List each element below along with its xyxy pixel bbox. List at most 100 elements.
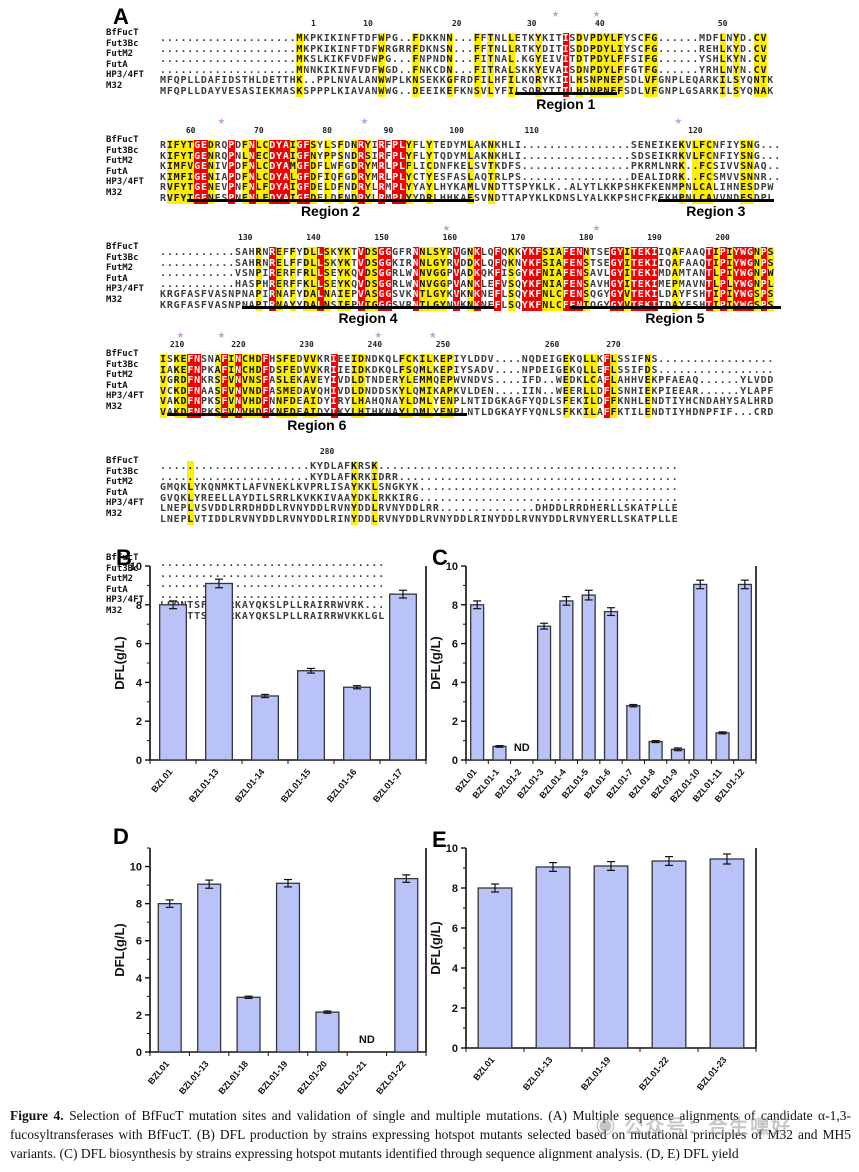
y-tick-label: 2: [136, 1010, 142, 1022]
sequence-name: FutM2: [106, 477, 134, 487]
alignment-row: HP3/4FT MFQPLLDAFIDSTHLDETTHK..PPLNVALANW…: [106, 70, 775, 86]
alignment-row: Fut3Bc ...........SAHRNRELFFDLLSKYKTVDSGG…: [106, 252, 775, 269]
alignment-row: BfFucT ISKEFNSNAFINCHDFHSFEDVVKRIEEIDNDKQ…: [106, 349, 775, 365]
sequence-name: Fut3Bc: [106, 252, 139, 263]
x-category-label: BZL01-19: [256, 1059, 290, 1096]
x-category-label: BZL01: [149, 767, 174, 795]
bar: [343, 686, 371, 761]
y-tick-label: 8: [136, 600, 142, 612]
y-tick-label: 10: [130, 862, 142, 874]
ruler-tick: 20: [451, 19, 462, 28]
y-tick-label: 2: [452, 1003, 458, 1015]
ruler-tick: 200: [715, 233, 730, 242]
alignment-row: FutM2.................................: [106, 574, 386, 590]
figure-caption: Figure 4. Selection of BfFucT mutation s…: [10, 1106, 851, 1163]
mutation-site-star: ★: [592, 223, 601, 233]
alignment-block-4: ★ ★ ★ ★ 210 220 230 240 250 260 270 BfFucT ISKEFNSNA…: [106, 331, 856, 436]
nd-label: ND: [359, 1034, 375, 1046]
bar: [197, 883, 222, 1053]
alignment-row: M32 RVFYTGENESPNFNLFDYAIGFDELDFNDRYLRMPLY…: [106, 187, 775, 204]
alignment-row: Fut3Bc KIFYTGENRQPNLNECDYAIGFNYPPSNDRSIRF…: [106, 145, 782, 162]
panel-label-e: E: [432, 827, 447, 852]
bar: [648, 740, 663, 761]
y-tick-label: 0: [452, 755, 458, 767]
alignment-row: FutM2 GMQKLYKQNMKTLAFVNEKLKVPRLISAYKKLSNG…: [106, 477, 679, 493]
bar-chart-b: 0 2 4 6 8 10 BZL01 BZL01-13 BZL01-14 BZL01-15 BZL0…: [112, 561, 427, 804]
sequence-name: Fut3Bc: [106, 466, 139, 477]
sequence-name: FutM2: [106, 370, 134, 380]
alignment-row: FutA ....................MNNKIKINFVDFWGD.…: [106, 59, 768, 76]
region-underline: [514, 92, 617, 95]
ruler-tick: 50: [717, 19, 728, 28]
ruler-row: 130 140 150 160 170 180 190 200: [106, 233, 856, 242]
ruler-row: 210 220 230 240 250 260 270: [106, 340, 856, 349]
alignment-block-1: ★ ★ 1 10 20 30 40 50 BfFucT ....................M…: [106, 10, 856, 115]
x-category-label: BZL01-18: [216, 1059, 250, 1096]
sequence-name: Fut3Bc: [106, 563, 139, 574]
bar: [581, 594, 596, 761]
ruler-tick: 110: [524, 126, 539, 135]
bar: [275, 882, 301, 1053]
region-label: Region 5: [645, 310, 705, 326]
alignment-row: FutM2 KIMFVGENIVPDFNLCDYAMGFDFLWFGDRYMRLP…: [106, 156, 782, 172]
sequence-name: M32: [106, 80, 123, 91]
bar: [159, 604, 187, 761]
nd-label: ND: [514, 742, 530, 754]
sequence-name: FutA: [106, 273, 128, 284]
alignment-row: HP3/4FT LSQNTSFKIYRKAYQKSLPLLRAIRRWVRK...: [106, 595, 386, 611]
alignment-row: HP3/4FT VAKDFNPKSFVNVHDFNNFDEAIDYIRYLHAHQ…: [106, 391, 775, 407]
sequence-name: FutM2: [106, 49, 134, 59]
ruler-tick: 210: [169, 340, 185, 349]
bar: [651, 860, 687, 1049]
alignment-row: Fut3Bc ......................KYDLAFKRKIDR…: [106, 466, 679, 483]
sequence-name: FutM2: [106, 574, 134, 584]
sequence-name: HP3/4FT: [106, 177, 144, 187]
alignment-row: FutA VCKDFNAASFVNVNDFASMEDAVQHIVDLDNDDSKY…: [106, 380, 775, 397]
y-tick-label: 0: [136, 1047, 142, 1059]
x-category-label: BZL01-13: [521, 1055, 555, 1092]
ruler-tick: 160: [442, 233, 458, 242]
ruler-tick: 40: [595, 19, 605, 28]
alignment-row: FutM2 ....................MKSLKIKFVDFWPG.…: [106, 49, 768, 65]
bar: [737, 583, 752, 761]
x-category-label: BZL01-21: [335, 1059, 369, 1096]
star-row: [106, 438, 856, 447]
alignment-block-2: ★ ★ ★ 60 70 80 90 100 110 120 BfFucT RIFYTGEDRQPDFN…: [106, 117, 856, 222]
ruler-tick: 260: [544, 340, 560, 349]
axis-frame: [149, 566, 427, 761]
region-underline: [569, 306, 781, 309]
ruler-tick: 280: [319, 447, 335, 456]
bar: [693, 583, 708, 761]
y-tick-label: 6: [136, 936, 142, 948]
figure-caption-label: Figure 4.: [10, 1108, 64, 1123]
region-label: Region 3: [686, 203, 746, 219]
mutation-site-star: ★: [592, 9, 601, 19]
alignment-block-5: 280 BfFucT ......................KYDLAFKRS…: [106, 438, 856, 525]
ruler-tick: 100: [449, 126, 464, 135]
y-tick-label: 0: [136, 755, 142, 767]
ruler-row: 280: [106, 447, 856, 456]
bar: [536, 625, 552, 761]
sequence-name: BfFucT: [106, 28, 139, 38]
star-row: ★ ★: [106, 10, 856, 19]
alignment-row: M32 LNEPLVTIDDLRVNYDDLRVNYDDLRINYDDLRVNYD…: [106, 508, 679, 525]
y-tick-label: 2: [136, 716, 142, 728]
x-category-label: BZL01-14: [233, 767, 267, 804]
alignment-row: BfFucT ....................MKPKIKINFTDFWP…: [106, 28, 768, 44]
sequence-name: HP3/4FT: [106, 70, 144, 80]
sequence-name: HP3/4FT: [106, 498, 144, 508]
alignment-row: BfFucT ......................KYDLAFKRSK..…: [106, 456, 679, 472]
region-underline: [187, 199, 474, 202]
bar: [297, 670, 325, 761]
alignment-row: BfFucT.................................: [106, 553, 386, 569]
bar: [709, 858, 745, 1049]
bar: [470, 604, 485, 761]
ruler-tick: 240: [367, 340, 383, 349]
x-category-label: BZL01-20: [295, 1059, 329, 1096]
sequence-name: Fut3Bc: [106, 359, 139, 370]
y-tick-label: 8: [452, 600, 458, 612]
region-row: Region 4 Region 5: [106, 305, 856, 329]
alignment-row: FutA ...........HASPHRERFFKLLSEYKQVDSGGRL…: [106, 273, 775, 290]
alignment-row: M32 VAKDFNPKSFVNVHDFKNFDEAIDYIKYLHTHKNAYL…: [106, 401, 775, 418]
alignment-row: M32 LSQNTTSKIYRKAYQKSLPLLRAIRRWVKKLGL: [106, 605, 386, 622]
